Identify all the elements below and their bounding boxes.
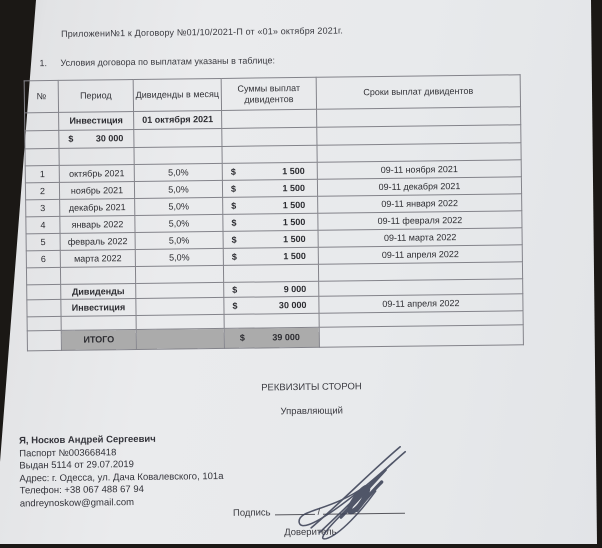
cell-period: февраль 2022 [60, 232, 136, 251]
cell-period: октябрь 2021 [59, 164, 135, 183]
cell-rate: 5,0% [134, 214, 224, 233]
cell-rate: 5,0% [134, 180, 223, 199]
requisites-title: РЕКВИЗИТЫ СТОРОН [261, 381, 362, 394]
cell-rate: 5,0% [134, 197, 223, 216]
signature-row: Подпись / [232, 501, 406, 519]
payments-table: № Период Дивиденды в месяц Суммы выплат … [24, 74, 524, 351]
investment-date: 01 октября 2021 [133, 110, 222, 130]
cell-amount: $1 500 [231, 216, 306, 228]
investment-label: Инвестиция [58, 111, 134, 131]
cell-num: 4 [25, 216, 61, 234]
cell-period: январь 2022 [59, 215, 136, 234]
cell-num: 2 [25, 182, 60, 200]
cell-rate: 5,0% [135, 248, 224, 267]
cell-amount: $1 500 [231, 250, 306, 262]
cell-period: ноябрь 2021 [59, 181, 135, 200]
cell-amount: $1 500 [231, 199, 306, 211]
header-monthly-dividends: Дивиденды в месяц [133, 78, 222, 112]
clause-text: Условия договора по выплатам указаны в т… [60, 55, 275, 68]
total-label: ИТОГО [61, 329, 137, 351]
header-payout-terms: Сроки выплат дивидентов [316, 74, 521, 110]
signature-slash: / [317, 506, 321, 518]
cell-num: 6 [26, 250, 61, 268]
total-amount-cell: $39 000 [239, 332, 300, 344]
clause-line: 1. Условия договора по выплатам указаны в… [39, 55, 275, 68]
header-period: Период [58, 79, 134, 113]
investment-return-label: Инвестиция [60, 298, 137, 317]
contact-email: andreynoskow@gmail.com [19, 497, 135, 510]
document-title: Приложени№1 к Договору №01/10/2021-П от … [61, 25, 344, 39]
cell-amount: $1 500 [230, 182, 306, 194]
cell-period: марта 2022 [60, 249, 136, 268]
cell-rate: 5,0% [135, 231, 224, 250]
cell-num: 1 [25, 165, 60, 183]
cell-amount: $1 500 [231, 233, 306, 245]
cell-amount: $1 500 [230, 165, 305, 177]
header-num: № [24, 80, 59, 113]
cell-num: 3 [25, 199, 60, 217]
cell-num: 5 [26, 233, 61, 251]
investment-return-cell: $30 000 [232, 299, 307, 311]
investment-amount-cell: $30 000 [68, 133, 124, 145]
signature-label: Подпись [232, 507, 271, 519]
dividends-total-cell: $9 000 [232, 283, 307, 295]
header-payout-sums: Суммы выплат дивидентов [221, 77, 317, 111]
cell-rate: 5,0% [134, 163, 223, 182]
principal-label: Доверитель [284, 526, 337, 539]
signature-line-2 [323, 501, 406, 515]
signature-line-1 [274, 502, 315, 516]
clause-number: 1. [39, 58, 48, 69]
manager-label: Управляющий [280, 405, 343, 418]
cell-period: декабрь 2021 [59, 198, 135, 217]
contact-block: Я, Носков Андрей Сергеевич Паспорт №0036… [19, 433, 224, 511]
dividends-label: Дивиденды [60, 283, 136, 300]
